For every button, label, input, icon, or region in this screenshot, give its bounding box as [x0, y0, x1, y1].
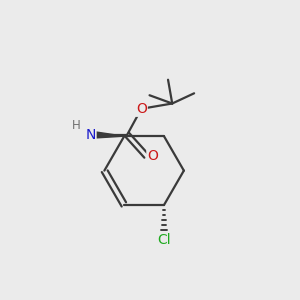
Text: O: O: [147, 149, 158, 163]
Text: H: H: [72, 119, 81, 132]
Text: O: O: [136, 102, 147, 116]
Polygon shape: [90, 131, 124, 138]
Text: Cl: Cl: [157, 233, 171, 247]
Text: N: N: [85, 128, 96, 142]
